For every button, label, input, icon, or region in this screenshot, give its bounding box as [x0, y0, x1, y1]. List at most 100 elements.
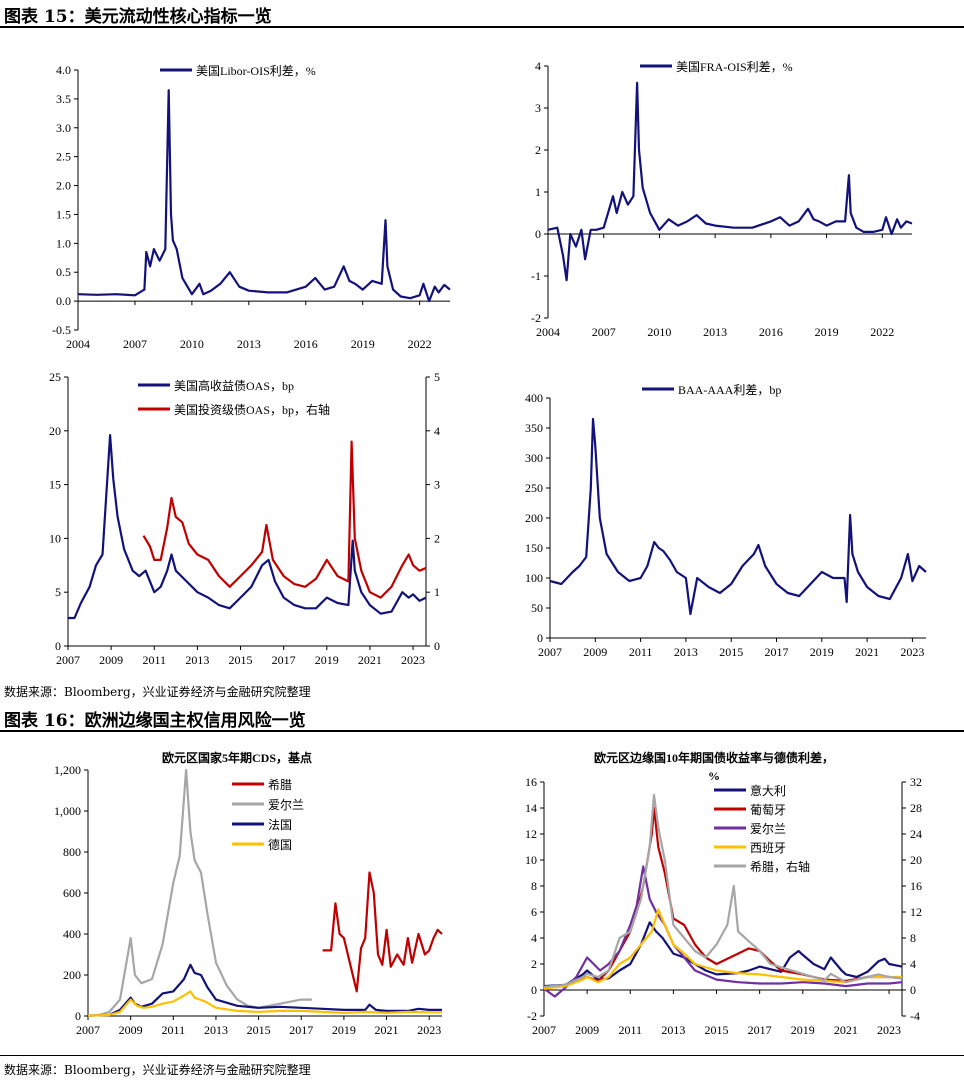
y-tick-label: 20 [49, 424, 61, 438]
y-tick-label: 10 [525, 853, 537, 867]
y-tick-label: 200 [525, 511, 543, 525]
y-tick-label: 1,200 [54, 763, 81, 777]
y-tick-label: 15 [49, 478, 61, 492]
legend-label: 希腊，右轴 [750, 859, 810, 874]
chart-title-line2: % [708, 769, 720, 783]
x-tick-label: 2010 [647, 325, 671, 339]
x-tick-label: 2023 [417, 1023, 441, 1037]
series-line-3 [543, 865, 903, 998]
x-tick-label: 2015 [229, 653, 253, 667]
x-tick-label: 2017 [289, 1023, 313, 1037]
y-tick-label: 14 [525, 801, 537, 815]
legend-label: 美国Libor-OIS利差，% [196, 64, 316, 78]
series-line-1 [547, 81, 913, 282]
x-tick-label: 2013 [703, 325, 727, 339]
x-tick-label: 2019 [810, 645, 834, 659]
y-tick-label: 250 [525, 481, 543, 495]
x-tick-label: 2010 [180, 337, 204, 351]
x-tick-label: 2021 [834, 1023, 858, 1037]
y-tick-label: 3.5 [56, 92, 71, 106]
legend-label: BAA-AAA利差，bp [678, 383, 781, 397]
y-tick-label: 2.0 [56, 179, 71, 193]
legend-label: 爱尔兰 [268, 797, 304, 812]
chart-libor-ois: -0.5 0.0 0.5 1.0 1.5 2.0 2.5 3.0 3.5 4.0 2004 2007 2… [52, 63, 451, 351]
y-tick-label: -2 [527, 1009, 537, 1023]
x-tick-label: 2013 [204, 1023, 228, 1037]
y-tick-label: 1.0 [56, 236, 71, 250]
y-tick-label: 0 [531, 983, 537, 997]
x-tick-label: 2021 [855, 645, 879, 659]
y-tick-label: 400 [525, 391, 543, 405]
x-tick-label: 2023 [401, 653, 425, 667]
x-tick-label: 2013 [185, 653, 209, 667]
x-tick-label: 2013 [237, 337, 261, 351]
y2-tick-label: 2 [434, 531, 440, 545]
y2-tick-label: 32 [910, 775, 922, 789]
series-line-1 [77, 89, 451, 303]
series-line-5 [543, 793, 903, 988]
y-tick-label: -2 [531, 311, 541, 325]
y-tick-label: 0 [55, 639, 61, 653]
x-tick-label: 2019 [815, 325, 839, 339]
y-tick-label: 12 [525, 827, 537, 841]
y-tick-label: 800 [63, 845, 81, 859]
y-tick-label: 200 [63, 968, 81, 982]
y-tick-label: 1 [535, 185, 541, 199]
y-tick-label: 4.0 [56, 63, 71, 77]
legend-label: 美国FRA-OIS利差，% [676, 60, 793, 74]
chart-baa-aaa: 0 50 100 150 200 250 300 350 400 2007 2009 2011 2013… [525, 383, 927, 659]
x-tick-label: 2016 [759, 325, 783, 339]
chart-euro-cds: 0 200 400 600 800 1,000 1,200 2007 2009 2011 2013 2… [54, 750, 443, 1037]
x-tick-label: 2019 [791, 1023, 815, 1037]
y-tick-label: 1.5 [56, 207, 71, 221]
x-tick-label: 2007 [592, 325, 616, 339]
y-tick-label: 8 [531, 879, 537, 893]
y-tick-label: 0.0 [56, 294, 71, 308]
y2-tick-label: 0 [910, 983, 916, 997]
legend-label: 葡萄牙 [750, 803, 786, 817]
y-tick-label: 0 [535, 227, 541, 241]
y2-tick-label: 5 [434, 370, 440, 384]
x-tick-label: 2004 [536, 325, 560, 339]
x-tick-label: 2009 [99, 653, 123, 667]
chart-title: 欧元区边缘国10年期国债收益率与德债利差， [594, 750, 834, 765]
y-tick-label: -1 [531, 269, 541, 283]
x-tick-label: 2023 [877, 1023, 901, 1037]
source-rule [0, 1055, 964, 1056]
series-line-1 [549, 417, 927, 616]
x-tick-label: 2007 [532, 1023, 556, 1037]
y2-tick-label: 20 [910, 853, 922, 867]
y-tick-label: 150 [525, 541, 543, 555]
y-tick-label: 2.5 [56, 150, 71, 164]
x-tick-label: 2011 [629, 645, 653, 659]
x-tick-label: 2011 [142, 653, 166, 667]
legend-label: 德国 [268, 837, 292, 852]
y2-tick-label: 3 [434, 478, 440, 492]
y2-tick-label: 0 [434, 639, 440, 653]
y-tick-label: 3.0 [56, 121, 71, 135]
y2-tick-label: 4 [910, 957, 916, 971]
x-tick-label: 2015 [705, 1023, 729, 1037]
y2-tick-label: 1 [434, 585, 440, 599]
x-tick-label: 2009 [583, 645, 607, 659]
figure-15-title: 图表 15：美元流动性核心指标一览 [4, 7, 272, 27]
legend-label: 美国高收益债OAS，bp [174, 378, 294, 393]
legend-label: 爱尔兰 [750, 821, 786, 836]
y-tick-label: 600 [63, 886, 81, 900]
x-tick-label: 2011 [618, 1023, 642, 1037]
x-tick-label: 2007 [56, 653, 80, 667]
y2-tick-label: 4 [434, 424, 440, 438]
x-tick-label: 2013 [661, 1023, 685, 1037]
x-tick-label: 2015 [247, 1023, 271, 1037]
y-tick-label: 1,000 [54, 804, 81, 818]
y-tick-label: 350 [525, 421, 543, 435]
y-tick-label: 50 [531, 601, 543, 615]
y2-tick-label: 28 [910, 801, 922, 815]
y-tick-label: 0.5 [56, 265, 71, 279]
legend-label: 西班牙 [750, 841, 786, 855]
y-tick-label: 0 [537, 631, 543, 645]
x-tick-label: 2019 [315, 653, 339, 667]
x-tick-label: 2023 [900, 645, 924, 659]
y-tick-label: 400 [63, 927, 81, 941]
x-tick-label: 2017 [748, 1023, 772, 1037]
